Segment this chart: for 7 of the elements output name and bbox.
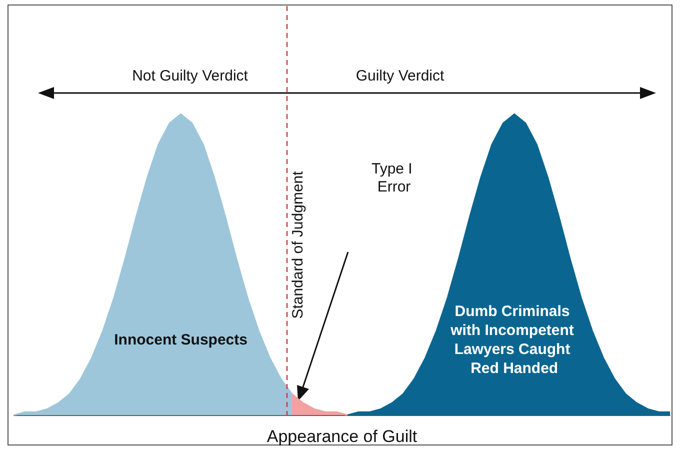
text: Not Guilty Verdict <box>132 68 249 84</box>
text: Guilty Verdict <box>356 68 446 84</box>
series-label: Innocent Suspects <box>114 331 248 348</box>
annotation: Standard of Judgment <box>290 170 306 319</box>
x-axis-title: Appearance of Guilt <box>266 427 418 446</box>
annotation: Type I Error <box>371 160 417 196</box>
series-label: Dumb Criminals with Incompetent Lawyers Caught Red Handed <box>450 302 578 377</box>
